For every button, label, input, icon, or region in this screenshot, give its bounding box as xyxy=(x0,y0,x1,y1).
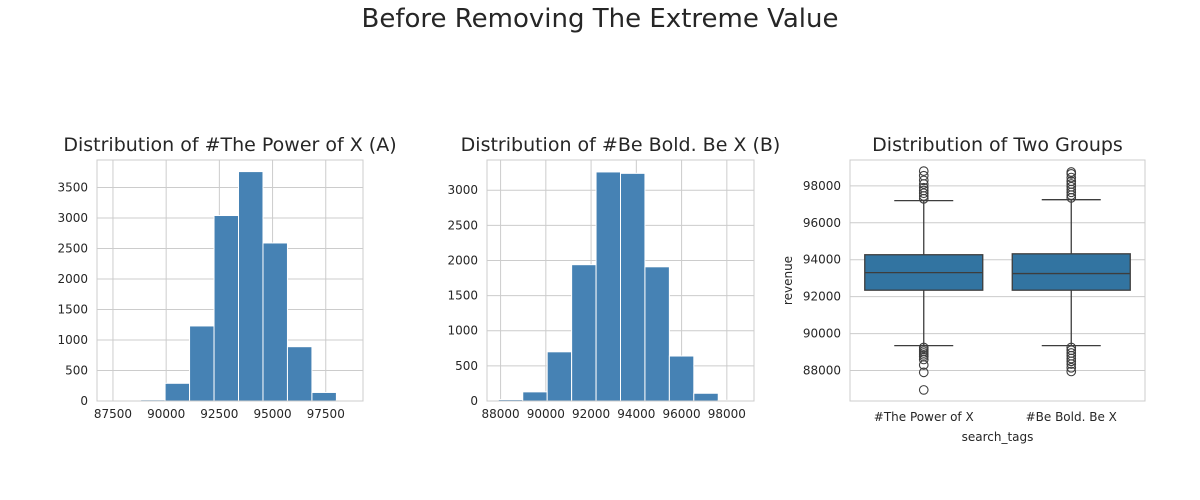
outlier-point xyxy=(1066,366,1077,377)
histogram-bar xyxy=(213,215,240,402)
y-tick-label: 2000 xyxy=(57,272,88,286)
histogram-bar xyxy=(286,346,313,402)
y-tick-label: 98000 xyxy=(803,179,841,193)
y-tick-label: 2000 xyxy=(447,253,478,267)
outlier-point xyxy=(1066,345,1077,356)
outlier-point xyxy=(918,170,929,181)
x-axis-label: search_tags xyxy=(962,430,1034,444)
histogram-group-b: Distribution of #Be Bold. Be X (B) 88000 9… xyxy=(447,134,780,421)
plot-frame xyxy=(486,159,755,402)
x-tick-label: 87500 xyxy=(94,407,132,421)
y-tick-label: 1000 xyxy=(447,324,478,338)
histogram-bar xyxy=(238,171,264,402)
histogram-bar xyxy=(668,355,695,402)
outlier-point xyxy=(918,182,929,193)
plot-frame xyxy=(96,159,364,402)
y-tick-label: 1500 xyxy=(447,289,478,303)
x-tick-label: 98000 xyxy=(708,407,746,421)
plot-frame xyxy=(849,159,1146,402)
y-tick-label: 500 xyxy=(65,363,88,377)
x-tick-label: #The Power of X xyxy=(874,410,974,424)
y-tick-label: 94000 xyxy=(803,253,841,267)
outlier-point xyxy=(918,188,929,199)
x-tick-label: 92000 xyxy=(572,407,610,421)
outlier-point xyxy=(1066,179,1077,189)
chart-title: Distribution of Two Groups xyxy=(872,134,1123,156)
y-tick-label: 92000 xyxy=(803,290,841,304)
outlier-point xyxy=(1066,176,1077,187)
histogram-bar xyxy=(164,382,191,402)
x-tick-label: 96000 xyxy=(662,407,700,421)
outlier-point xyxy=(1066,172,1077,183)
x-tick-label: #Be Bold. Be X xyxy=(1026,410,1117,424)
y-tick-label: 0 xyxy=(80,394,88,408)
outlier-point xyxy=(1066,348,1077,358)
y-tick-label: 500 xyxy=(455,359,478,373)
x-tick-label: 90000 xyxy=(527,407,565,421)
y-axis-label: revenue xyxy=(781,256,795,305)
y-tick-label: 88000 xyxy=(803,364,841,378)
histogram-bar xyxy=(693,392,719,402)
histogram-group-a: Distribution of #The Power of X (A) 87500… xyxy=(57,134,396,421)
y-tick-label: 1500 xyxy=(57,302,88,316)
outlier-point xyxy=(918,166,929,176)
x-tick-label: 95000 xyxy=(253,407,291,421)
histogram-bar xyxy=(644,266,670,402)
y-tick-label: 90000 xyxy=(803,327,841,341)
outlier-point xyxy=(918,385,929,395)
x-tick-label: 92500 xyxy=(200,407,238,421)
chart-title: Distribution of #Be Bold. Be X (B) xyxy=(461,134,781,156)
histogram-bar xyxy=(189,325,215,402)
histogram-bar xyxy=(620,172,646,402)
outlier-point xyxy=(1066,362,1077,373)
x-tick-label: 88000 xyxy=(481,407,519,421)
y-tick-label: 2500 xyxy=(57,241,88,255)
y-tick-label: 2500 xyxy=(447,218,478,232)
boxplot-two-groups: Distribution of Two Groups 88000 90000 9200… xyxy=(781,134,1146,444)
y-tick-label: 3000 xyxy=(447,183,478,197)
outlier-point xyxy=(1066,181,1077,192)
y-tick-label: 96000 xyxy=(803,216,841,230)
outlier-point xyxy=(1066,167,1077,177)
y-tick-label: 0 xyxy=(470,394,478,408)
outlier-point xyxy=(918,175,929,186)
histogram-bar xyxy=(546,351,573,402)
histogram-bar xyxy=(522,391,548,402)
outlier-point xyxy=(918,185,929,196)
outlier-point xyxy=(918,342,929,353)
x-tick-label: 97500 xyxy=(307,407,345,421)
outlier-point xyxy=(1066,342,1077,353)
x-tick-label: 94000 xyxy=(617,407,655,421)
box-iqr xyxy=(1011,253,1131,291)
chart-title: Distribution of #The Power of X (A) xyxy=(63,134,396,156)
y-tick-label: 3500 xyxy=(57,180,88,194)
outlier-point xyxy=(918,367,929,378)
y-tick-label: 1000 xyxy=(57,333,88,347)
y-tick-label: 3000 xyxy=(57,211,88,225)
figure-title: Before Removing The Extreme Value xyxy=(361,4,839,34)
histogram-bar xyxy=(595,171,621,402)
histogram-bar xyxy=(262,242,288,402)
histogram-bar xyxy=(311,391,337,402)
histogram-bar xyxy=(571,264,597,402)
x-tick-label: 90000 xyxy=(147,407,185,421)
